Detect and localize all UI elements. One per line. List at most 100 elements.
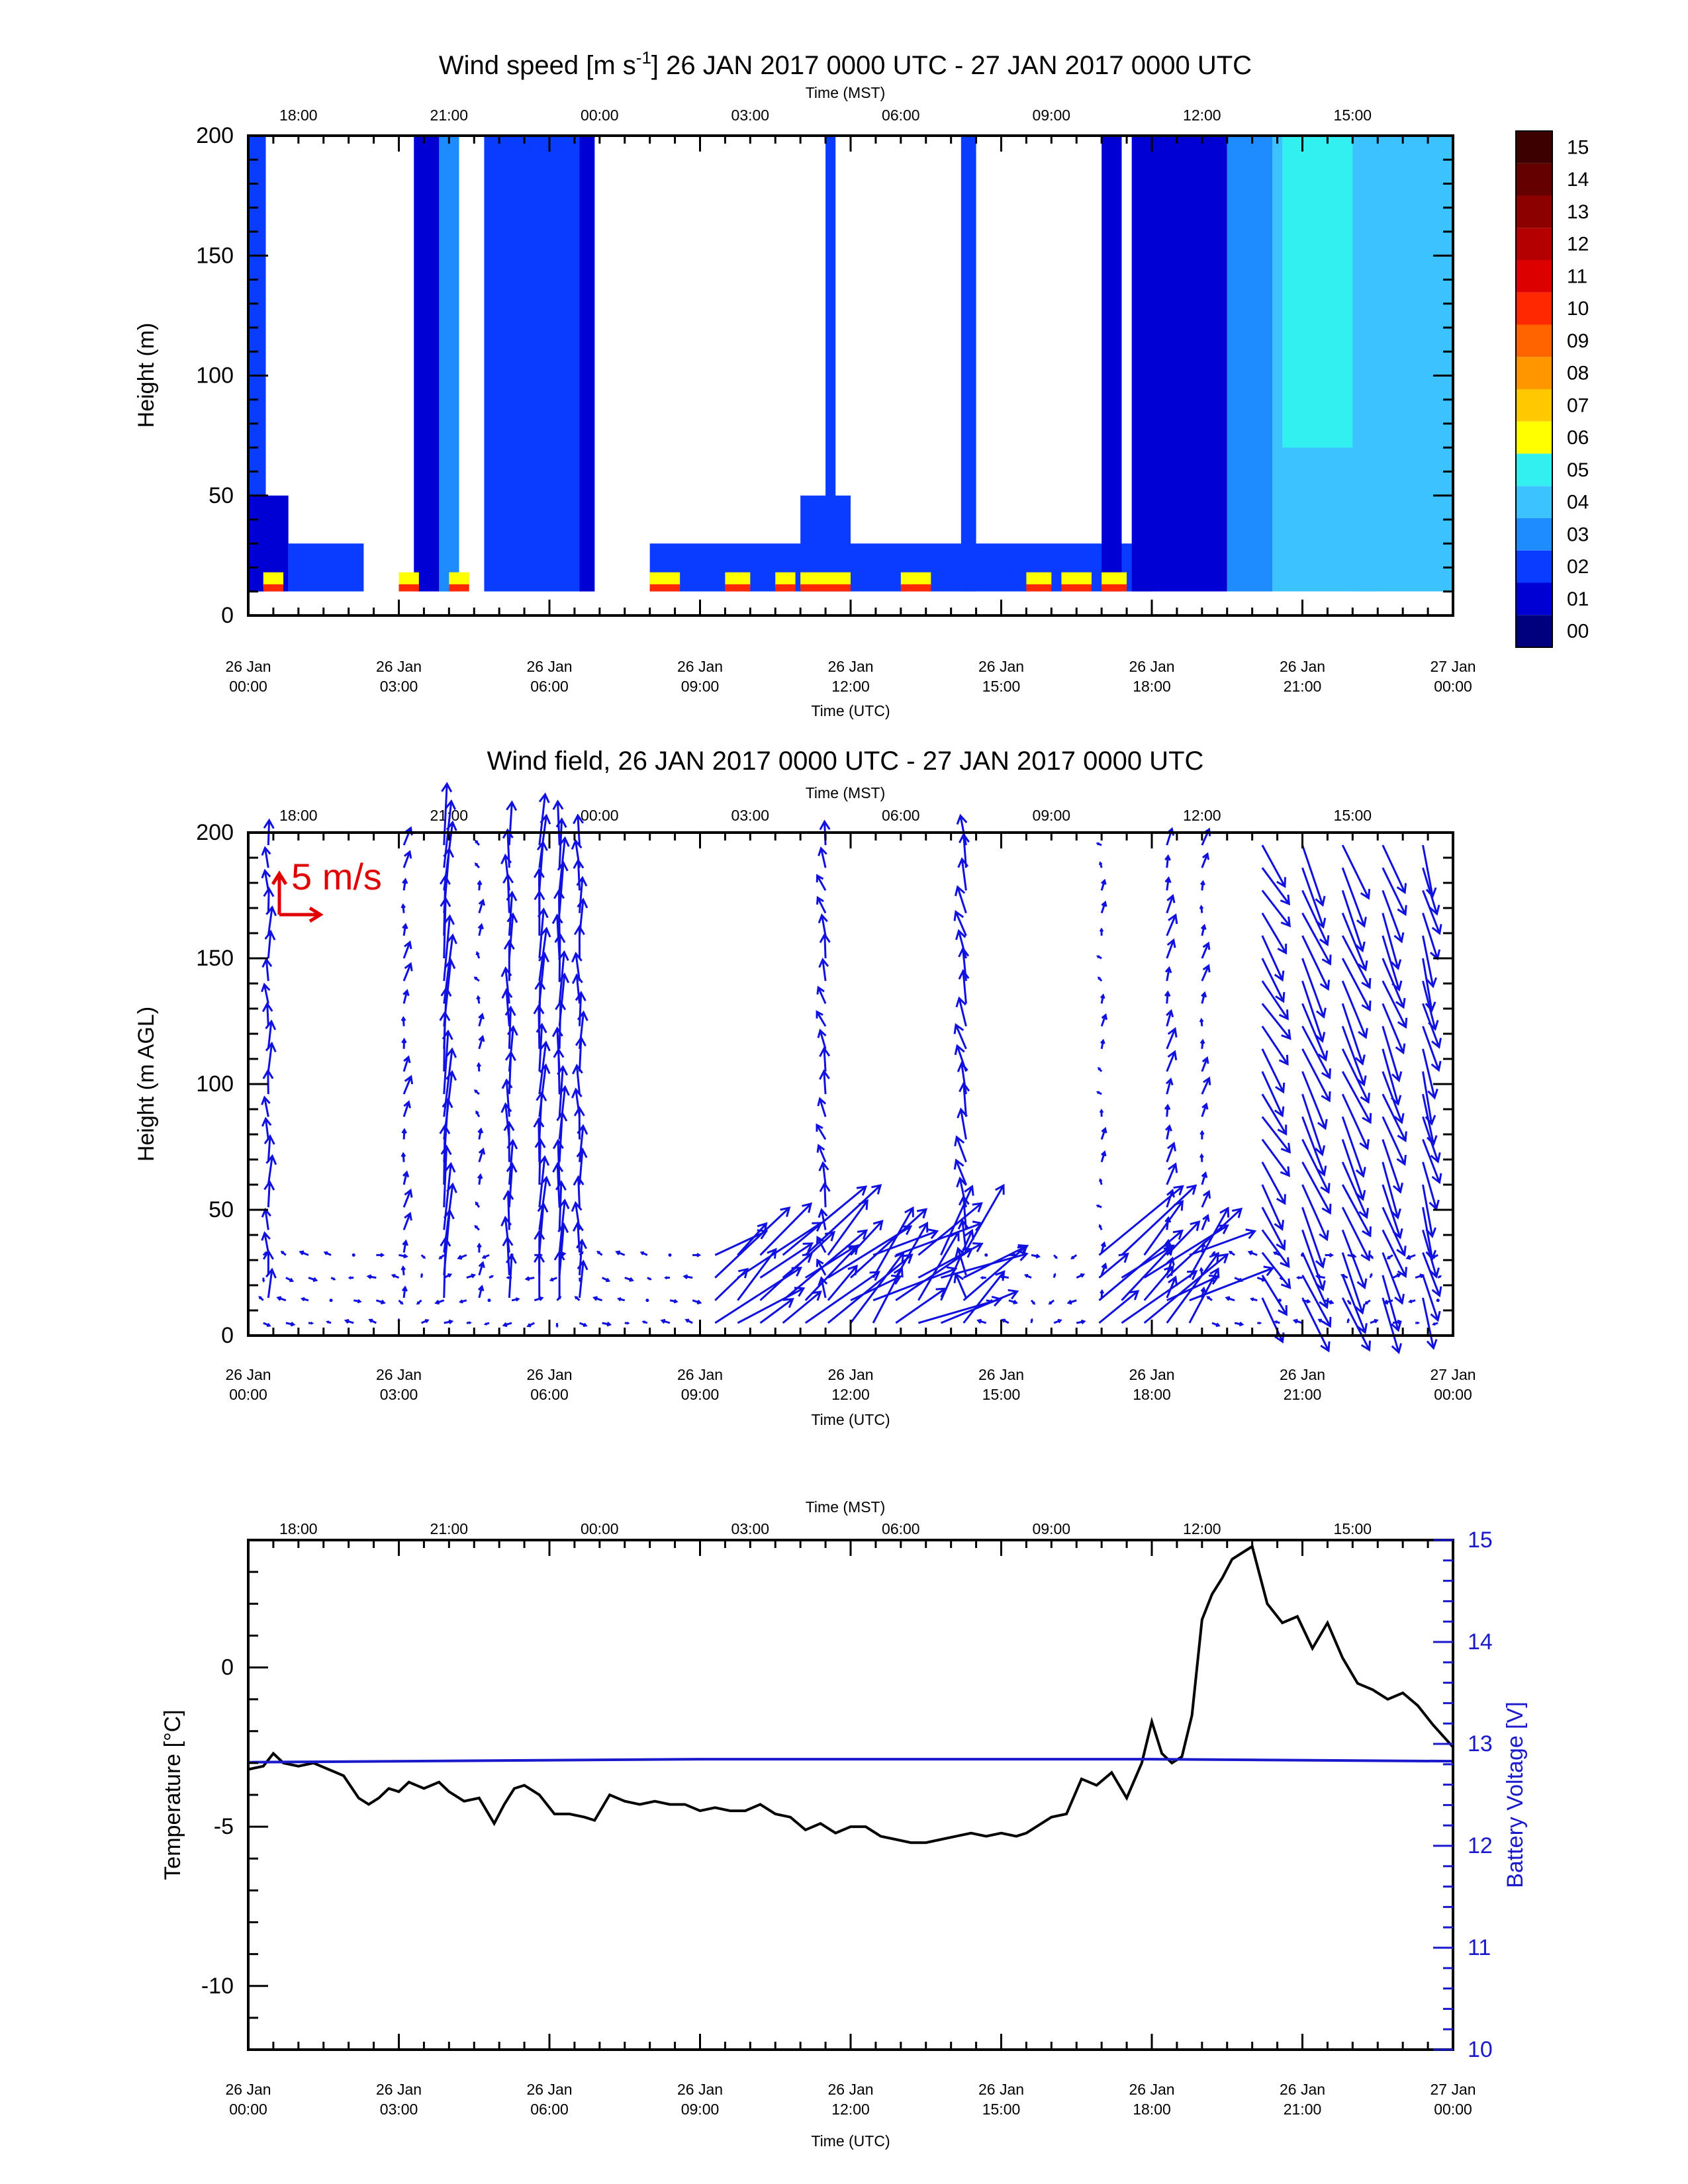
wind-vector [1382, 1048, 1399, 1105]
speed-surface-band [1061, 572, 1092, 587]
wind-vector [1261, 1116, 1291, 1153]
top-tick-label: 06:00 [882, 1520, 920, 1537]
wind-vector [1166, 1275, 1219, 1302]
wind-vector-head [478, 898, 486, 906]
wind-vector [579, 1012, 585, 1049]
wind-vector-head [816, 985, 825, 995]
wind-vector-head [1391, 980, 1403, 992]
wind-vector [1422, 1139, 1440, 1183]
wind-vector-head [757, 1222, 768, 1233]
wind-vector [267, 1070, 269, 1095]
wind-vector-head [515, 1297, 520, 1302]
wind-vector [1301, 1297, 1330, 1351]
wind-vector-head [1172, 1229, 1184, 1240]
bottom-tick-date: 26 Jan [978, 1366, 1024, 1383]
wind-vector-head [368, 1318, 373, 1323]
wind-vector-head [400, 1301, 404, 1305]
wind-vector-head [261, 957, 273, 968]
wind-vector-head [641, 1320, 645, 1324]
panel2-top-axis-label: Time (MST) [806, 784, 886, 801]
wind-vector-head [1245, 1228, 1257, 1240]
wind-vector [955, 1273, 967, 1298]
wind-vector-head [1360, 888, 1371, 900]
top-tick-label: 03:00 [731, 1520, 770, 1537]
bottom-tick-date: 26 Jan [1129, 2081, 1174, 2098]
wind-vector [263, 984, 269, 1004]
wind-vector-head [1361, 1000, 1372, 1012]
wind-vector-head [344, 1318, 350, 1324]
wind-vector [1301, 1071, 1327, 1129]
wind-vector [1341, 935, 1371, 988]
wind-vector [538, 1024, 543, 1072]
wind-vector-head [539, 927, 551, 938]
bottom-tick-time: 21:00 [1284, 1386, 1322, 1403]
wind-vector-head [1101, 900, 1107, 907]
wind-vector [575, 953, 581, 981]
wind-vector-head [1358, 1028, 1368, 1039]
wind-vector [505, 989, 510, 1026]
y-tick-label-right: 15 [1468, 1527, 1493, 1553]
bottom-tick-date: 26 Jan [827, 2081, 873, 2098]
wind-vector-head [606, 1322, 612, 1327]
wind-vector-head [573, 813, 585, 825]
wind-vector [557, 1140, 561, 1185]
reference-vector-north-head [271, 870, 288, 886]
wind-vector [1341, 844, 1370, 899]
wind-vector-head [264, 1251, 268, 1255]
wind-vector-head [1201, 1056, 1209, 1064]
wind-vector-head [1329, 1299, 1335, 1305]
wind-vector [265, 959, 269, 981]
wind-vector-head [558, 1296, 562, 1300]
wind-vector [508, 892, 514, 936]
wind-vector [1422, 1252, 1440, 1297]
wind-vector-head [1427, 1088, 1438, 1100]
wind-vector-head [552, 1138, 564, 1150]
wind-vector-head [1280, 1142, 1291, 1154]
wind-vector [1301, 1138, 1330, 1193]
bottom-tick-time: 06:00 [530, 678, 569, 695]
wind-vector-head [1199, 1267, 1204, 1272]
wind-vector-head [1354, 941, 1366, 953]
wind-vector [508, 1007, 512, 1049]
wind-vector-head [1080, 1319, 1086, 1324]
bottom-tick-date: 26 Jan [526, 1366, 572, 1383]
wind-vector-head [290, 1322, 296, 1327]
wind-vector [267, 1181, 271, 1208]
wind-vector [959, 815, 967, 846]
wind-vector-head [1239, 1322, 1244, 1327]
wind-vector-head [1320, 1183, 1331, 1195]
wind-vector [1189, 1267, 1273, 1302]
wind-vector-head [1218, 1224, 1229, 1235]
wind-vector-head [871, 1184, 882, 1195]
wind-vector [955, 1160, 967, 1185]
wind-vector-head [524, 1276, 530, 1281]
bottom-tick-time: 09:00 [681, 2101, 720, 2118]
wind-vector-head [261, 1116, 272, 1127]
wind-vector [1121, 1244, 1174, 1279]
wind-vector-head [990, 1298, 995, 1304]
y-tick-label: 50 [209, 1197, 234, 1222]
colorbar-label: 15 [1567, 136, 1589, 158]
wind-vector [1166, 1143, 1175, 1163]
colorbar-swatch [1516, 582, 1552, 615]
wind-vector-head [555, 1324, 559, 1328]
wind-vector-head [1425, 1227, 1437, 1238]
wind-vector-head [1428, 1020, 1439, 1031]
wind-vector-head [857, 1229, 868, 1240]
wind-vector-head [980, 1275, 984, 1280]
wind-vector-head [615, 1250, 621, 1255]
wind-vector-head [872, 1219, 884, 1231]
wind-vector-head [1431, 924, 1442, 935]
wind-vector [1098, 1185, 1184, 1256]
wind-vector-head [1199, 1153, 1204, 1158]
wind-vector-head [1098, 1224, 1102, 1228]
panel3-frame [247, 1539, 1454, 2051]
wind-vector-head [1099, 927, 1104, 933]
wind-field-panel: Wind field, 26 JAN 2017 0000 UTC - 27 JA… [134, 747, 1476, 1428]
wind-vector [443, 1146, 448, 1208]
wind-vector-head [1397, 1131, 1407, 1143]
wind-vector-head [1396, 883, 1407, 894]
bottom-tick-date: 26 Jan [978, 2081, 1024, 2098]
wind-vector [1341, 1003, 1364, 1064]
panel2-tick-marks [247, 831, 1454, 1337]
